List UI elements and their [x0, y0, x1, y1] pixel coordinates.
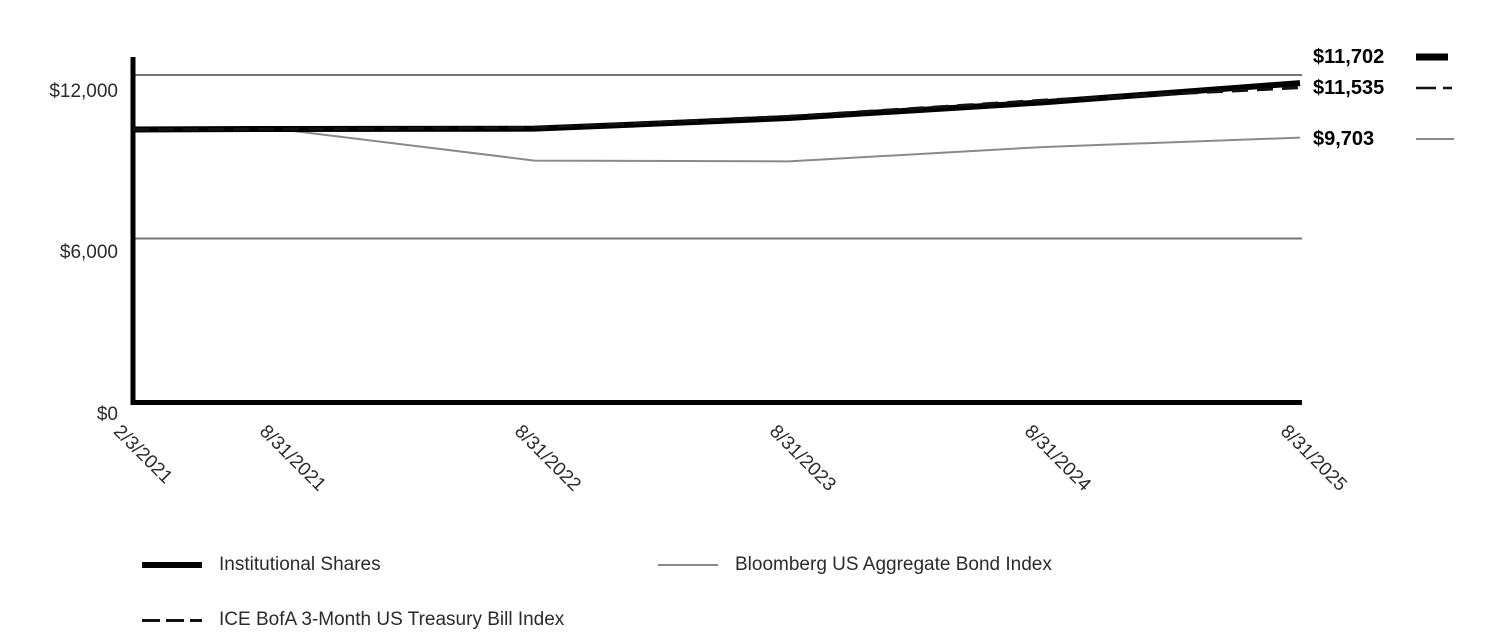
dashed-line-swatch-icon: [142, 618, 202, 622]
series-line-bloomberg-us-aggregate-bond-index: [132, 128, 1301, 163]
legend-label: Institutional Shares: [219, 554, 381, 575]
series-line-ice-bofa-3-month-us-treasury-bill-index: [132, 86, 1301, 131]
legend-item-institutional-shares: Institutional Shares: [142, 553, 381, 577]
legend-item-bloomberg-agg-index: Bloomberg US Aggregate Bond Index: [658, 553, 1052, 577]
end-value-label-bloomberg-agg: $9,703: [1313, 128, 1375, 150]
solid-thick-line-swatch-icon: [142, 562, 202, 568]
end-value-label-ice-tbill: $11,535: [1313, 77, 1385, 99]
solid-thin-line-swatch-icon: [658, 564, 718, 566]
end-value-label-institutional: $11,702: [1313, 46, 1385, 68]
legend-item-ice-tbill-index: ICE BofA 3-Month US Treasury Bill Index: [142, 608, 564, 632]
legend-label: Bloomberg US Aggregate Bond Index: [735, 554, 1052, 575]
y-axis-tick-label: $6,000: [59, 242, 118, 263]
series-line-institutional-shares: [132, 80, 1301, 133]
legend-label: ICE BofA 3-Month US Treasury Bill Index: [219, 609, 565, 630]
y-axis-tick-label: $0: [96, 404, 118, 425]
y-axis-tick-label: $12,000: [49, 81, 118, 102]
